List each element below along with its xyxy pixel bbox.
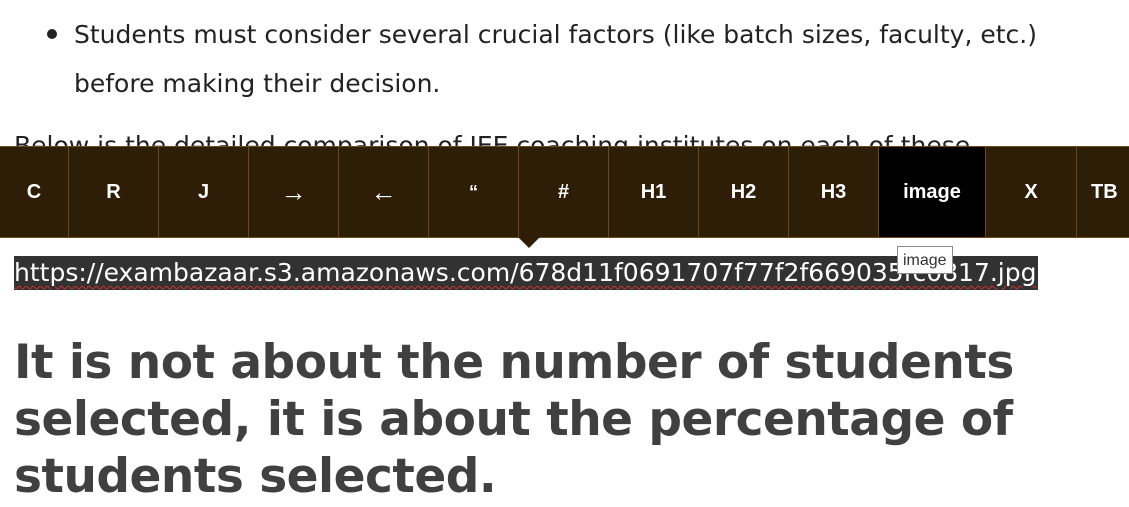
section-heading: It is not about the number of students s…	[14, 335, 1014, 504]
toolbar-button-j[interactable]: J	[159, 147, 249, 237]
toolbar-pointer-caret	[518, 237, 540, 248]
h3-button[interactable]: H3	[789, 147, 879, 237]
close-x-button[interactable]: X	[986, 147, 1077, 237]
toolbar-button-r[interactable]: R	[69, 147, 159, 237]
image-button[interactable]: image	[879, 147, 986, 237]
editor-toolbar: C R J → ← “ # H1 H2 H3 image X TB	[0, 146, 1129, 238]
indent-right-arrow-button[interactable]: →	[249, 147, 339, 237]
image-tooltip: image	[897, 246, 953, 274]
bullet-list-item: Students must consider several crucial f…	[47, 10, 1107, 108]
hash-button[interactable]: #	[519, 147, 609, 237]
tb-button[interactable]: TB	[1091, 180, 1118, 203]
h1-button[interactable]: H1	[609, 147, 699, 237]
bullet-text: Students must consider several crucial f…	[74, 20, 1038, 98]
quote-button[interactable]: “	[429, 147, 519, 237]
indent-left-arrow-button[interactable]: ←	[339, 147, 429, 237]
h2-button[interactable]: H2	[699, 147, 789, 237]
toolbar-button-c[interactable]: C	[0, 147, 69, 237]
selected-image-url-text[interactable]: https://exambazaar.s3.amazonaws.com/678d…	[14, 256, 1038, 290]
bullet-dot-icon	[47, 29, 57, 39]
